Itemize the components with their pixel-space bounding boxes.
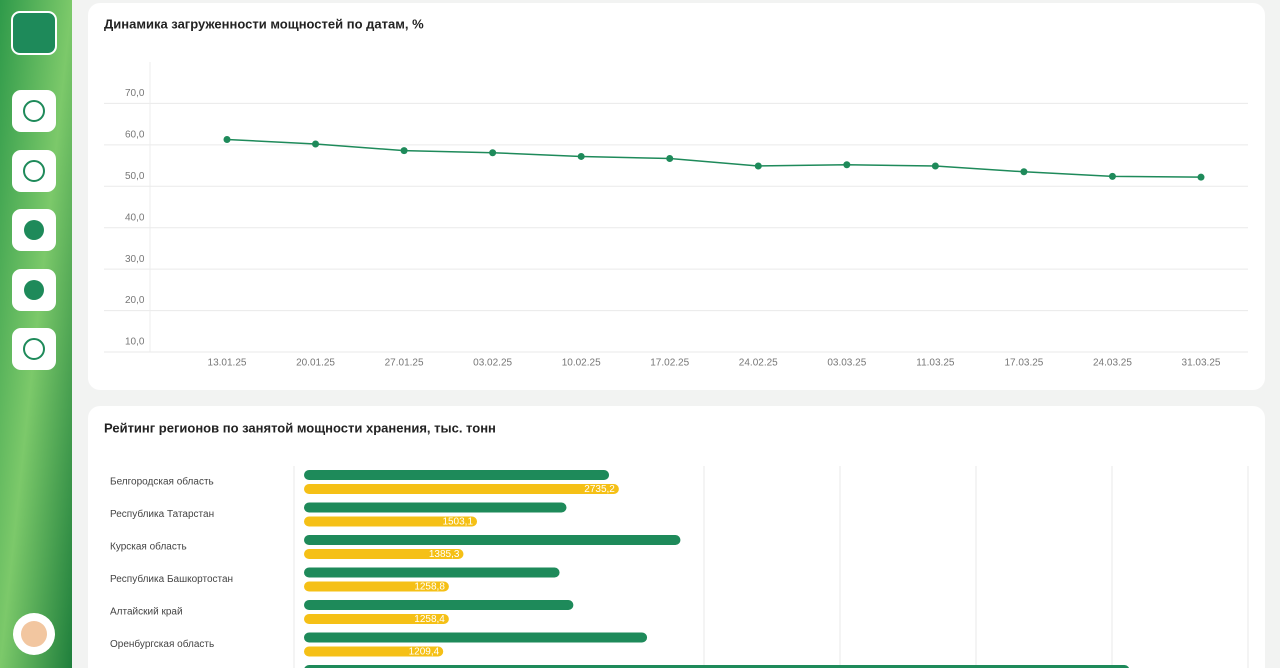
bar [304,567,560,578]
bar [304,632,648,643]
value-label: 1503,1 [442,517,473,528]
category-label: Оренбургская область [110,638,214,650]
bar [304,581,449,592]
bar [304,614,449,624]
category-label: Курская область [110,541,187,553]
y-tick-label: 70,0 [125,88,145,99]
y-tick-label: 50,0 [125,171,145,182]
x-tick-label: 03.02.25 [473,358,512,369]
card [88,3,1265,390]
bar [304,470,610,480]
x-tick-label: 11.03.25 [916,358,955,369]
icon [24,220,44,240]
category-label: Белгородская область [110,476,214,488]
bar [304,484,619,494]
y-tick-label: 60,0 [125,129,145,140]
value-label: 1258,4 [414,614,445,625]
point [312,140,320,148]
icon [23,100,45,122]
y-tick-label: 10,0 [125,337,145,348]
point [223,135,231,143]
category-label: Республика Татарстан [110,508,214,520]
point [489,149,497,157]
bar [304,549,464,559]
line [226,138,1202,178]
x-tick-label: 13.01.25 [208,358,247,369]
point [931,162,939,170]
bar [304,646,444,657]
bar [304,535,681,545]
x-tick-label: 17.02.25 [650,358,689,369]
x-tick-label: 24.03.25 [1093,358,1132,369]
sidebar-icons [11,11,57,655]
nav-button[interactable] [12,328,56,370]
bar [304,600,574,610]
icon [24,280,44,300]
value-label: 1385,3 [429,549,460,560]
logo[interactable] [11,11,57,55]
x-tick-label: 20.01.25 [296,358,335,369]
icon [23,338,45,360]
chart-title: Динамика загруженности мощностей по дата… [104,16,424,31]
point [577,152,585,160]
x-tick-label: 17.03.25 [1004,358,1043,369]
nav-button[interactable] [12,150,56,192]
avatar-face [21,621,47,647]
x-tick-label: 31.03.25 [1182,358,1221,369]
x-tick-label: 10.02.25 [562,358,601,369]
value-label: 1209,4 [409,647,440,658]
point [400,147,408,155]
bar [304,516,478,527]
y-tick-label: 30,0 [125,254,145,265]
category-label: Республика Башкортостан [110,573,233,585]
chart-title: Рейтинг регионов по занятой мощности хра… [104,420,496,435]
point [666,155,674,163]
value-label: 2735,2 [584,484,615,495]
y-tick-label: 20,0 [125,295,145,306]
value-label: 1258,8 [414,582,445,593]
bar [304,665,1130,668]
point [1020,168,1028,176]
point [843,161,851,169]
point [1108,172,1116,180]
category-label: Алтайский край [110,607,183,618]
bar-grid [293,466,1249,668]
x-tick-label: 27.01.25 [385,358,424,369]
point [1197,173,1205,181]
y-tick-label: 40,0 [125,212,145,223]
x-tick-label: 03.03.25 [827,358,866,369]
icon [23,160,45,182]
nav-button[interactable] [12,90,56,132]
x-tick-label: 24.02.25 [739,358,778,369]
point [754,162,762,170]
bar [304,502,567,513]
